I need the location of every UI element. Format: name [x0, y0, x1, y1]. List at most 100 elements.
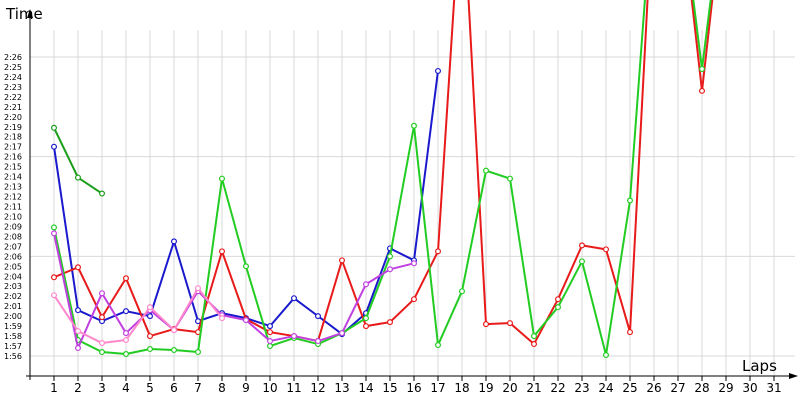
data-point [554, 296, 561, 303]
data-point [147, 333, 154, 340]
data-point [98, 340, 105, 347]
data-point [530, 341, 537, 348]
y-tick-label: 2:04 [4, 272, 22, 281]
data-point [74, 264, 81, 271]
data-point [530, 333, 537, 340]
data-point [171, 238, 178, 245]
data-point [50, 124, 57, 131]
data-point [122, 337, 129, 344]
y-tick-label: 2:25 [4, 63, 22, 72]
data-point [411, 260, 418, 267]
data-point [698, 65, 705, 72]
x-tick-label: 14 [358, 381, 373, 395]
y-tick-label: 2:01 [4, 302, 22, 311]
x-tick-label: 26 [646, 381, 661, 395]
x-tick-label: 4 [122, 381, 130, 395]
data-point [339, 330, 346, 337]
data-point [219, 175, 226, 182]
x-tick-label: 27 [670, 381, 685, 395]
data-point [50, 292, 57, 299]
x-tick-label: 2 [74, 381, 82, 395]
data-point [411, 122, 418, 129]
data-point [195, 318, 202, 325]
data-point [315, 313, 322, 320]
data-point [267, 323, 274, 330]
data-point [122, 308, 129, 315]
y-tick-label: 2:21 [4, 103, 22, 112]
data-point [578, 242, 585, 249]
data-point [195, 285, 202, 292]
y-tick-label: 2:18 [4, 133, 22, 142]
data-point [291, 333, 298, 340]
x-tick-label: 17 [430, 381, 445, 395]
y-tick-label: 2:12 [4, 193, 22, 202]
data-point [387, 266, 394, 273]
data-point [267, 338, 274, 345]
y-tick-label: 2:20 [4, 113, 22, 122]
y-axis-title: Time [5, 5, 43, 23]
y-tick-label: 2:19 [4, 123, 22, 132]
x-tick-label: 15 [382, 381, 397, 395]
x-tick-label: 23 [574, 381, 589, 395]
data-point [483, 167, 490, 174]
x-tick-label: 29 [718, 381, 733, 395]
series-6 [50, 285, 226, 347]
data-point [387, 319, 394, 326]
data-point [626, 197, 633, 204]
data-point [147, 346, 154, 353]
y-tick-label: 2:02 [4, 292, 22, 301]
x-axis-arrow [789, 373, 798, 379]
data-point [147, 304, 154, 311]
data-point [459, 288, 466, 295]
data-point [98, 349, 105, 356]
y-tick-label: 2:24 [4, 73, 22, 82]
data-point [98, 190, 105, 197]
series-3 [50, 0, 714, 348]
data-point [50, 230, 57, 237]
data-point [291, 295, 298, 302]
data-point [243, 263, 250, 270]
y-tick-label: 2:14 [4, 173, 22, 182]
y-tick-label: 2:06 [4, 252, 22, 261]
data-point [122, 275, 129, 282]
data-point [339, 257, 346, 264]
x-tick-label: 5 [146, 381, 154, 395]
y-tick-label: 2:07 [4, 242, 22, 251]
y-tick-label: 2:16 [4, 153, 22, 162]
data-point [243, 317, 250, 324]
data-point [122, 351, 129, 358]
y-tick-label: 2:03 [4, 282, 22, 291]
data-point [267, 343, 274, 350]
data-point [554, 304, 561, 311]
data-point [435, 248, 442, 255]
data-point [363, 281, 370, 288]
data-point [435, 342, 442, 349]
data-point [171, 347, 178, 354]
y-tick-label: 1:57 [4, 342, 22, 351]
x-tick-label: 9 [242, 381, 250, 395]
data-point [98, 314, 105, 321]
data-point [698, 87, 705, 94]
x-tick-label: 28 [694, 381, 709, 395]
data-point [74, 345, 81, 352]
x-tick-label: 22 [550, 381, 565, 395]
tick-labels: 1:561:571:581:592:002:012:022:032:042:05… [4, 53, 782, 395]
data-point [50, 274, 57, 281]
x-tick-label: 12 [310, 381, 325, 395]
x-tick-label: 16 [406, 381, 421, 395]
x-tick-label: 21 [526, 381, 541, 395]
x-tick-label: 7 [194, 381, 202, 395]
x-tick-label: 11 [286, 381, 301, 395]
series-line [53, 287, 223, 345]
series-layer [50, 0, 714, 359]
x-tick-label: 31 [766, 381, 781, 395]
y-tick-label: 2:22 [4, 93, 22, 102]
y-tick-label: 2:13 [4, 183, 22, 192]
data-point [195, 349, 202, 356]
data-point [363, 315, 370, 322]
data-point [50, 143, 57, 150]
series-1 [50, 124, 105, 197]
data-point [363, 323, 370, 330]
